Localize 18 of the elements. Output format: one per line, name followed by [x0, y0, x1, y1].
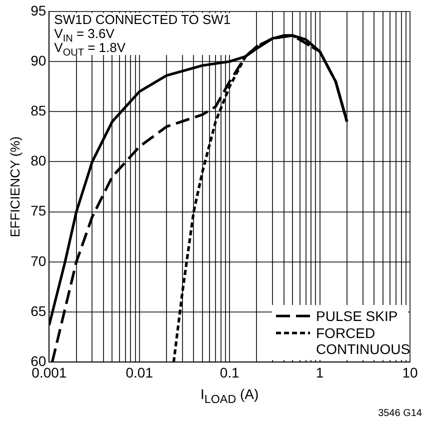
x-tick-label: 10 [402, 364, 418, 380]
y-axis-title: EFFICIENCY (%) [7, 136, 22, 238]
annotation: V$_{OUT}$ = 1.8V [54, 40, 127, 59]
legend-label: PULSE SKIP [316, 308, 398, 324]
y-tick-label: 75 [30, 202, 46, 219]
x-axis-title: I$_{LOAD}$ (A) [200, 386, 259, 408]
annotation: SW1D CONNECTED TO SW1 [54, 12, 231, 28]
y-tick-label: 85 [30, 102, 46, 118]
y-tick-label: 95 [30, 2, 46, 18]
y-tick-label: 90 [30, 52, 46, 68]
x-tick-label: 0.1 [220, 364, 240, 380]
x-tick-label: 1 [316, 364, 324, 380]
legend-label: FORCED CONTINUOUS [316, 325, 410, 358]
text: 3546 G14 [378, 407, 422, 422]
y-tick-label: 70 [30, 252, 46, 269]
y-tick-label: 80 [30, 152, 46, 169]
x-tick-label: 0.01 [126, 364, 154, 380]
y-tick-label: 65 [30, 302, 46, 319]
